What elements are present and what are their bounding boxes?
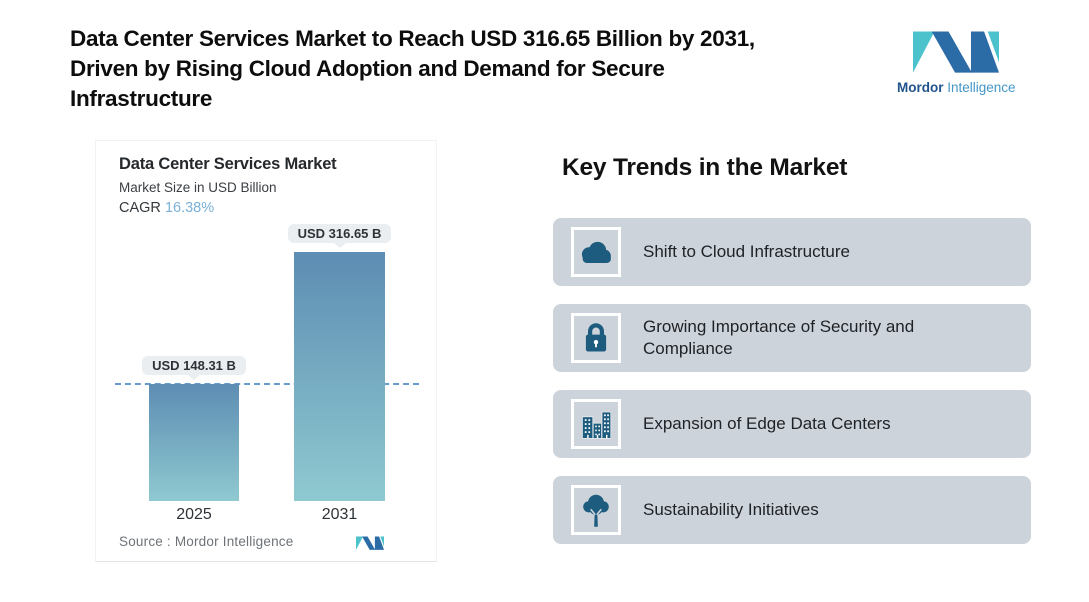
bar-2031: [294, 252, 385, 501]
trend-card-sustainability: Sustainability Initiatives: [553, 476, 1031, 544]
tree-icon: [571, 485, 621, 535]
trend-card-cloud: Shift to Cloud Infrastructure: [553, 218, 1031, 286]
page-title-line-3: Infrastructure: [70, 86, 213, 112]
source-label: Source : Mordor Intelligence: [119, 534, 294, 549]
trend-card-edge: Expansion of Edge Data Centers: [553, 390, 1031, 458]
value-badge-2031: USD 316.65 B: [287, 224, 392, 243]
value-badge-2025: USD 148.31 B: [142, 356, 246, 375]
trends-list: Shift to Cloud Infrastructure Growing Im…: [553, 218, 1031, 544]
bar-2025: [149, 384, 239, 501]
x-axis-label-2031: 2031: [321, 506, 358, 523]
reference-dashed-line: [115, 383, 419, 385]
page-title-line-1: Data Center Services Market to Reach USD…: [70, 26, 755, 51]
bar-group-2025: USD 148.31 B: [142, 356, 246, 501]
market-chart-card: Data Center Services Market Market Size …: [95, 140, 437, 562]
mordor-intelligence-logo-icon: [913, 31, 999, 73]
buildings-icon: [571, 399, 621, 449]
page-title-line-2: Driven by Rising Cloud Adoption and Dema…: [70, 56, 665, 82]
brand-name-bold: Mordor: [897, 80, 944, 95]
chart-subtitle: Market Size in USD Billion: [119, 180, 277, 195]
page-title: Data Center Services Market to Reach USD…: [70, 24, 755, 114]
trend-label: Expansion of Edge Data Centers: [643, 413, 891, 433]
trend-card-security: Growing Importance of Security and Compl…: [553, 304, 1031, 372]
trend-label: Sustainability Initiatives: [643, 499, 819, 519]
trends-heading: Key Trends in the Market: [562, 154, 848, 181]
cagr-value: 16.38%: [164, 200, 215, 216]
plot-area: USD 148.31 B USD 316.65 B: [115, 221, 419, 501]
bar-group-2031: USD 316.65 B: [287, 224, 392, 501]
mini-brand-logo-icon: [356, 536, 384, 551]
badge-pointer-icon: [333, 243, 346, 248]
chart-cagr: CAGR 16.38%: [119, 200, 214, 216]
brand-name: Mordor Intelligence: [897, 80, 1016, 95]
brand-logo: Mordor Intelligence: [897, 30, 1016, 95]
x-axis-label-2025: 2025: [176, 506, 212, 523]
chart-title: Data Center Services Market: [119, 155, 337, 173]
brand-name-light: Intelligence: [947, 80, 1016, 95]
trend-label: Growing Importance of Security and Compl…: [643, 316, 915, 358]
badge-pointer-icon: [188, 375, 200, 380]
lock-icon: [571, 313, 621, 363]
cagr-label: CAGR: [119, 200, 161, 216]
trend-label: Shift to Cloud Infrastructure: [643, 241, 850, 261]
cloud-icon: [571, 227, 621, 277]
